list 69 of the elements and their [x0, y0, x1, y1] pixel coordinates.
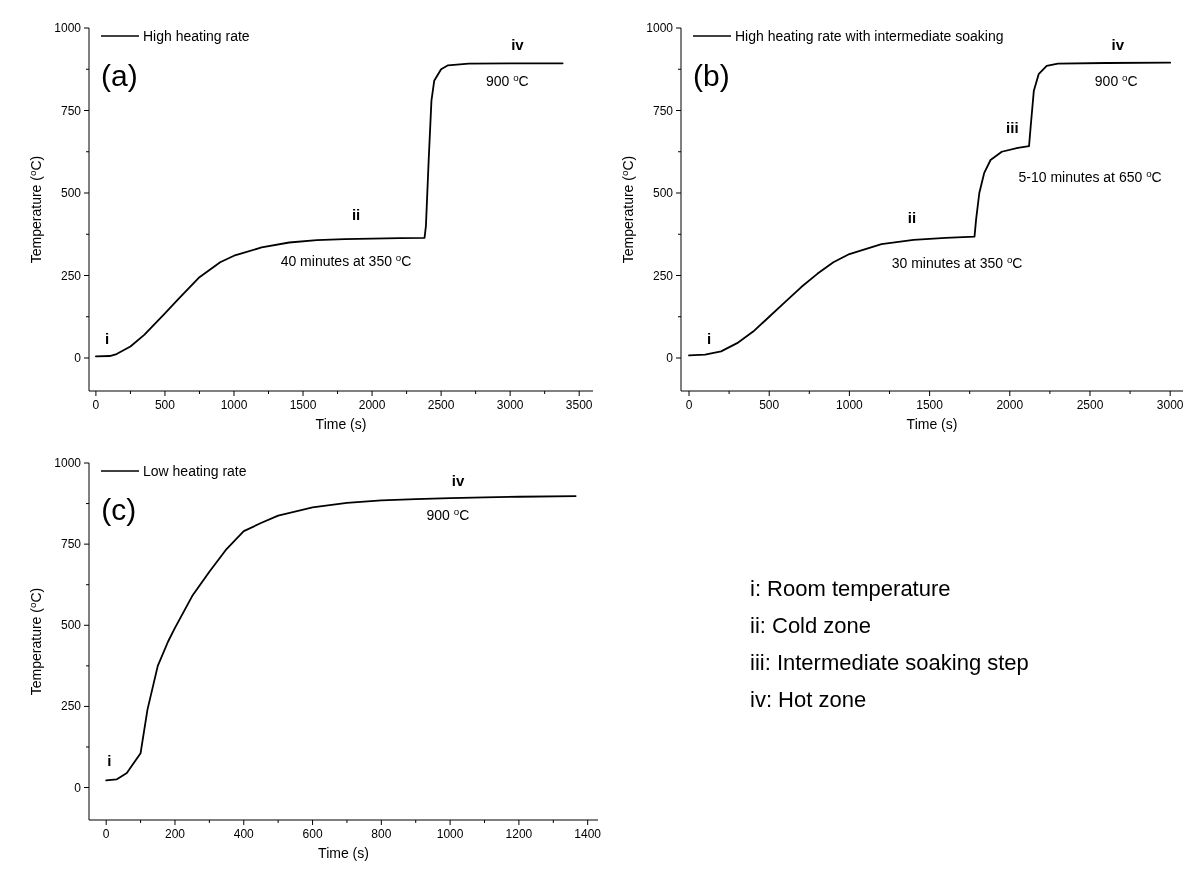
x-tick-label: 3000 [496, 398, 524, 412]
text: i: Room temperature [750, 576, 951, 601]
x-tick-label: 1000 [836, 398, 864, 412]
x-tick-label: 1200 [505, 827, 533, 841]
x-tick-label: 3000 [1156, 398, 1184, 412]
y-tick-label: 750 [60, 103, 82, 118]
y-tick-label: 1000 [54, 456, 82, 470]
y-tick-label: 500 [60, 618, 82, 633]
annotation: iii [1006, 119, 1019, 137]
text: iii: Intermediate soaking step [750, 650, 1029, 675]
y-tick-label: 0 [74, 351, 82, 365]
annotation: 5-10 minutes at 650 $^{o}$C [1018, 167, 1162, 185]
x-axis-title: Time (s) [906, 416, 958, 432]
annotation: i [105, 329, 110, 347]
x-tick-label: 500 [154, 398, 176, 412]
x-tick-label: 800 [371, 827, 392, 841]
annotation: (c) [101, 493, 137, 527]
text: iv: Hot zone [750, 687, 867, 712]
y-tick-label: 1000 [646, 21, 674, 35]
annotation: 40 minutes at 350 $^{o}$C [280, 251, 412, 270]
x-tick-label: 500 [759, 398, 780, 412]
x-tick-label: 200 [164, 827, 186, 841]
x-tick-label: 1400 [574, 827, 602, 841]
y-tick-label: 750 [60, 537, 82, 552]
x-tick-label: 2500 [1076, 398, 1104, 412]
y-tick-label: 500 [60, 186, 82, 200]
annotation: 900 $^{o}$C [485, 71, 529, 90]
x-tick-label: 0 [685, 398, 693, 412]
x-tick-label: 1500 [289, 398, 317, 412]
x-tick-label: 2000 [358, 398, 386, 412]
y-tick-label: 1000 [54, 21, 82, 35]
x-tick-label: 0 [102, 827, 110, 841]
annotation: (a) [101, 59, 138, 93]
y-tick-label: 500 [652, 186, 674, 200]
y-tick-label: 250 [652, 268, 674, 283]
x-tick-label: 400 [233, 827, 255, 841]
x-tick-label: 1500 [916, 398, 944, 412]
annotation: ii [907, 208, 917, 226]
y-tick-label: 250 [60, 699, 82, 714]
annotation: i [107, 752, 112, 770]
annotation: iv [511, 35, 525, 53]
legend-label: Low heating rate [143, 463, 247, 479]
legend-label: High heating rate with intermediate soaking [735, 28, 1004, 44]
line-series [95, 62, 564, 358]
annotation: iv [1111, 35, 1125, 53]
x-tick-label: 2000 [996, 398, 1024, 412]
x-tick-label: 600 [302, 827, 323, 841]
legend-label: High heating rate [143, 28, 250, 44]
y-tick-label: 750 [652, 103, 674, 118]
x-tick-label: 1000 [436, 827, 464, 841]
y-tick-label: 0 [74, 780, 82, 795]
annotation: i [707, 329, 712, 347]
x-tick-label: 0 [92, 398, 100, 412]
x-tick-label: 1000 [220, 398, 248, 412]
y-tick-label: 250 [60, 268, 82, 283]
x-axis-title: Time (s) [318, 845, 369, 861]
annotation: ii [351, 206, 361, 224]
annotation: 900 $^{o}$C [426, 505, 470, 524]
text: ii: Cold zone [750, 613, 872, 638]
line-series [688, 61, 1172, 357]
annotation: 900 $^{o}$C [1094, 71, 1138, 90]
y-tick-label: 0 [666, 351, 674, 365]
x-axis-title: Time (s) [315, 416, 367, 432]
annotation: (b) [693, 59, 730, 93]
annotation: 30 minutes at 350 $^{o}$C [891, 253, 1023, 271]
annotation: iv [451, 472, 465, 490]
x-tick-label: 3500 [565, 398, 593, 412]
x-tick-label: 2500 [427, 398, 455, 412]
line-series [105, 495, 577, 782]
